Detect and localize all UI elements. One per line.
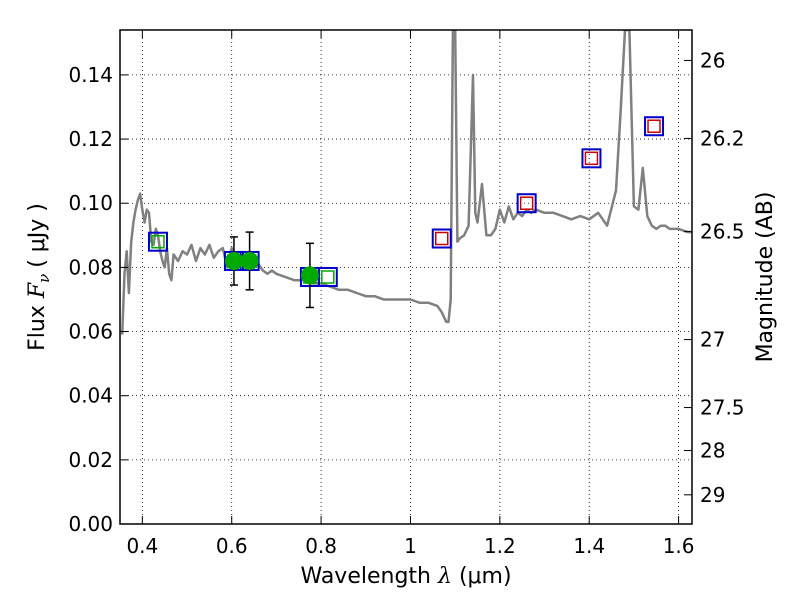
y-tick-label: 0.00 xyxy=(68,512,113,536)
plot-area xyxy=(120,30,692,335)
x-tick-label: 1.4 xyxy=(573,534,605,558)
y2-tick-label: 26 xyxy=(700,48,725,72)
data-point-inner-square xyxy=(435,231,449,246)
x-tick-label: 1 xyxy=(404,534,417,558)
data-point-inner-square xyxy=(584,151,599,166)
y-tick-label: 0.14 xyxy=(68,63,113,87)
data-point-green-circle xyxy=(224,251,243,270)
data-point-blue-square xyxy=(644,116,665,137)
y2-tick-label: 28 xyxy=(700,439,725,463)
y2-tick-label: 29 xyxy=(700,483,725,507)
data-point-blue-square xyxy=(317,267,338,287)
y-tick-label: 0.02 xyxy=(68,448,113,472)
y2-tick-label: 26.5 xyxy=(700,219,745,243)
y-axis-label: Flux Fν( μJy ) xyxy=(25,203,53,351)
y-tick-label: 0.06 xyxy=(68,320,113,344)
x-tick-label: 1.6 xyxy=(663,534,695,558)
data-point-green-circle xyxy=(240,251,259,270)
data-point-inner-square xyxy=(519,196,534,210)
x-tick-label: 0.4 xyxy=(126,534,158,558)
x-axis-label: Wavelength λ (μm) xyxy=(300,564,511,589)
data-point-green-circle xyxy=(300,266,319,285)
x-tick-label: 0.8 xyxy=(305,534,337,558)
x-tick-label: 1.2 xyxy=(484,534,516,558)
y2-tick-label: 27 xyxy=(700,328,725,352)
ticks: 0.4 0.6 0.8 1 1.2 1.4 1.6 0.00 0.02 0.04 0.06 0.08 0… xyxy=(68,30,745,558)
y-tick-label: 0.04 xyxy=(68,384,113,408)
data-point-inner-square xyxy=(151,234,165,249)
y2-tick-label: 27.5 xyxy=(700,396,745,420)
grid xyxy=(120,30,692,525)
data-point-blue-square xyxy=(431,228,452,249)
spectrum-line xyxy=(120,30,692,335)
y-tick-label: 0.12 xyxy=(68,127,113,151)
data-point-inner-square xyxy=(647,119,661,133)
data-point-inner-square xyxy=(321,270,335,284)
y-tick-label: 0.10 xyxy=(68,191,113,215)
data-point-blue-square xyxy=(147,231,168,252)
data-point-blue-square xyxy=(581,148,602,169)
y2-tick-label: 26.2 xyxy=(700,126,745,150)
axes-frame xyxy=(119,29,693,525)
y-tick-label: 0.08 xyxy=(68,255,113,279)
x-tick-label: 0.6 xyxy=(216,534,248,558)
secondary-y-axis-label: Magnitude (AB) xyxy=(753,192,778,363)
data-point-blue-square xyxy=(516,193,537,214)
